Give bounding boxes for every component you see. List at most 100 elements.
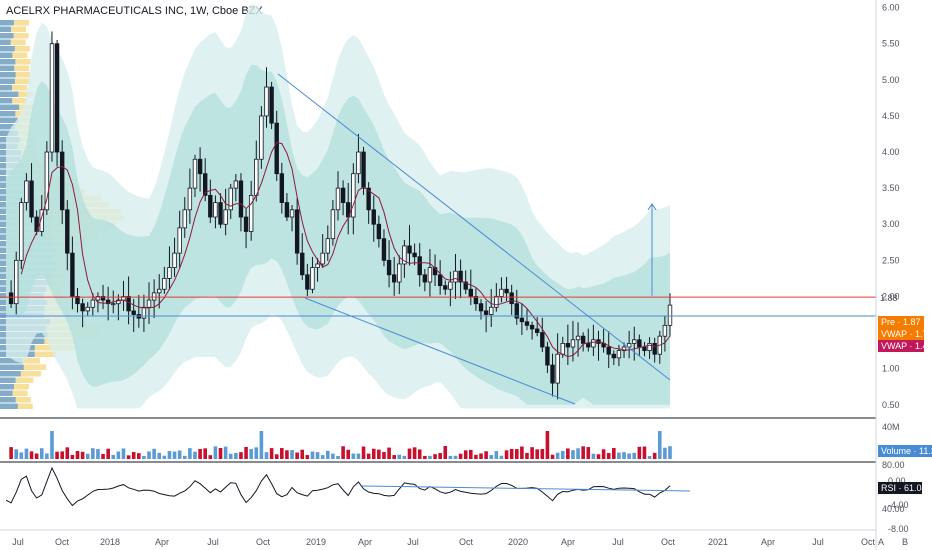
candle-body [279, 173, 285, 203]
volume-bar [576, 448, 580, 459]
candle-body [616, 350, 622, 359]
candle-body [325, 238, 330, 254]
volume-bar [188, 448, 192, 459]
candle-body [284, 202, 290, 218]
volume-bar [60, 451, 64, 459]
profile-bar-blue [0, 111, 16, 117]
time-tick-label: Jul [612, 537, 624, 547]
volume-bar [244, 446, 248, 459]
candle-body [300, 252, 305, 276]
volume-bar [24, 448, 29, 459]
volume-bar [494, 451, 499, 459]
volume-bar [320, 455, 325, 459]
profile-bar-yellow [0, 345, 75, 351]
candle-body [417, 256, 422, 276]
candle-body [177, 227, 182, 254]
volume-bar [545, 431, 550, 459]
volume-bar [300, 449, 305, 459]
volume-bar [39, 448, 44, 459]
volume-bar [361, 446, 366, 459]
volume-bar [520, 446, 524, 459]
volume-bar [177, 450, 182, 459]
volume-bar [371, 448, 376, 459]
overlays [0, 73, 876, 405]
volume-bar [596, 454, 601, 459]
profile-bar-blue [0, 72, 16, 78]
price-tick-label: 4.00 [882, 147, 900, 157]
price-tick-label: 5.00 [882, 75, 900, 85]
volume-bar [417, 449, 422, 459]
profile-bar-blue [0, 20, 14, 26]
volume-bar [453, 455, 458, 459]
candle-body [126, 296, 131, 312]
volume-bar [259, 431, 264, 459]
volume-bar [249, 449, 253, 459]
volume-bar [397, 454, 402, 459]
price-tick-label: 0.50 [882, 400, 900, 410]
volume-bar [535, 449, 539, 459]
candle-body [376, 223, 382, 240]
candle-body [448, 281, 453, 290]
volume-bar [632, 452, 637, 459]
candle-body [381, 238, 387, 261]
volume-bar [540, 448, 545, 459]
volume-bar [45, 453, 49, 459]
candle-body [54, 43, 60, 153]
candle-body [555, 353, 560, 384]
rsi-line [5, 466, 671, 507]
candle-body [524, 321, 530, 326]
candle-body [632, 339, 637, 344]
candle-body [167, 267, 172, 279]
candle-body [412, 252, 417, 258]
volume-bar [428, 455, 432, 459]
volume-bar [96, 449, 100, 459]
candle-body [586, 342, 591, 348]
candle-body [453, 270, 458, 283]
volume-bar [208, 455, 213, 459]
profile-bar-blue [0, 364, 24, 370]
volume-bar [560, 450, 565, 459]
candle-body [591, 339, 596, 348]
candle-body [243, 216, 249, 232]
candle-body [575, 335, 581, 341]
volume-bar [218, 448, 223, 459]
profile-bar-blue [0, 117, 18, 123]
candle-body [427, 267, 433, 283]
volume-bar [198, 448, 202, 459]
time-tick-label: Apr [155, 537, 169, 547]
profile-bar-blue [0, 397, 16, 403]
rsi-right-tick-label: 0.00 [888, 476, 906, 486]
volume-bar [356, 453, 361, 459]
volume-bar [162, 455, 167, 459]
candle-body [499, 288, 504, 297]
candle-body [274, 122, 279, 175]
volume-bar [392, 455, 396, 459]
profile-bar-blue [0, 403, 18, 409]
profile-bar-yellow [0, 39, 26, 45]
candle-body [626, 342, 632, 348]
candle-body [391, 274, 397, 283]
volume-bar [351, 453, 356, 459]
vwap-tag-1: VWAP · 1.73 [881, 329, 932, 339]
volume-bar [137, 453, 141, 459]
price-tick-label: 2.00 [882, 291, 900, 301]
price-tags: 1.88 Pre · 1.87 VWAP · 1.73 VWAP · 1.41 Volu… [878, 293, 932, 494]
vwap-tag-1-bg [878, 328, 924, 340]
volume-bar [142, 455, 146, 459]
profile-bar-blue [0, 85, 12, 91]
vwap-line [20, 141, 671, 358]
volume-bar [652, 452, 657, 459]
profile-bar-blue [0, 59, 16, 65]
volume-bar [504, 450, 509, 459]
volume-bar [264, 452, 269, 459]
profile-bar-blue [0, 78, 15, 84]
candle-body [366, 187, 371, 211]
pre-tag: Pre · 1.87 [881, 317, 921, 327]
profile-bar-blue [0, 46, 15, 52]
profile-bar-blue [0, 26, 11, 32]
price-tick-label: 4.50 [882, 111, 900, 121]
candle-body [443, 285, 448, 290]
volume-bar [647, 455, 652, 459]
volume-bar [310, 451, 315, 459]
